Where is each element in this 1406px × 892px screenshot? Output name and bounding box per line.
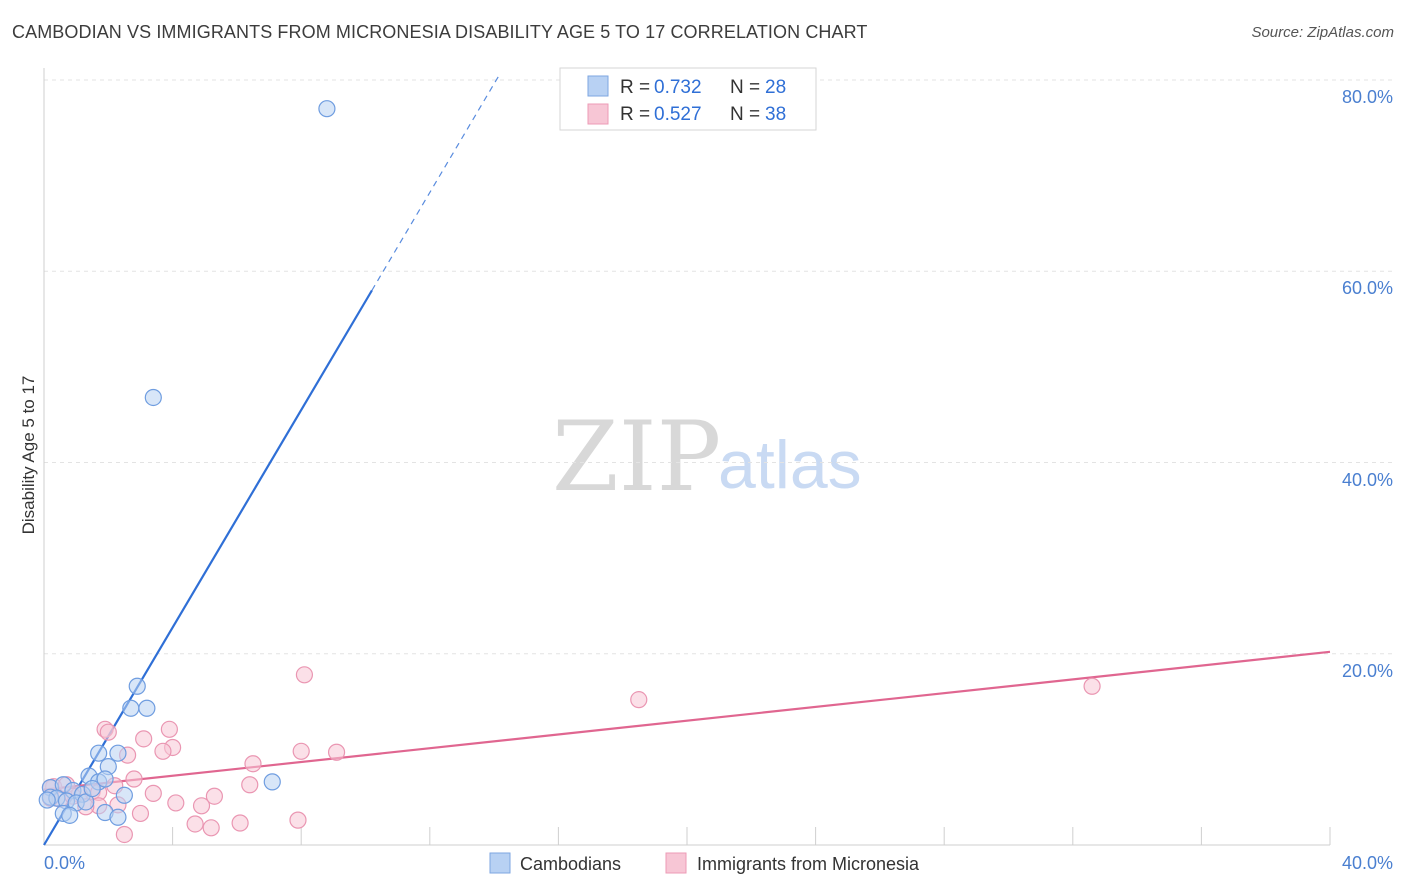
- point-cambodians-15: [115, 786, 133, 804]
- point-micronesia-4: [99, 723, 117, 741]
- point-cambodians-3: [122, 699, 140, 717]
- point-micronesia-2: [1083, 677, 1101, 695]
- point-micronesia-36: [115, 825, 133, 844]
- series-legend-label-micronesia: Immigrants from Micronesia: [697, 854, 920, 874]
- point-micronesia-22: [167, 794, 185, 812]
- point-cambodians-0: [318, 100, 336, 118]
- point-micronesia-35: [289, 811, 307, 829]
- point-micronesia-32: [186, 815, 204, 833]
- trend-line-cambodians: [43, 289, 373, 846]
- series-legend-swatch-micronesia: [665, 852, 687, 874]
- point-cambodians-27: [96, 770, 114, 788]
- series-legend: Cambodians Immigrants from Micronesia: [489, 852, 920, 874]
- point-micronesia-33: [231, 814, 249, 832]
- point-cambodians-5: [90, 744, 108, 762]
- point-micronesia-13: [125, 770, 143, 788]
- chart-source: Source: ZipAtlas.com: [1251, 24, 1394, 41]
- legend-swatch-micronesia: [587, 103, 609, 125]
- legend-r-label-2: R =: [620, 104, 650, 125]
- point-micronesia-23: [205, 787, 223, 805]
- point-cambodians-4: [138, 699, 156, 717]
- chart-title: CAMBODIAN VS IMMIGRANTS FROM MICRONESIA …: [12, 22, 868, 42]
- watermark-zip: ZIP: [552, 401, 721, 513]
- trend-line-cambodians-extension: [371, 72, 502, 291]
- point-cambodians-26: [109, 808, 127, 826]
- x-tick-label-min: 0.0%: [44, 853, 85, 873]
- point-cambodians-1: [144, 388, 162, 407]
- point-micronesia-21: [144, 784, 162, 802]
- legend-r-value-2: 0.527: [654, 104, 702, 125]
- point-micronesia-8: [154, 742, 172, 760]
- legend-n-value-1: 28: [765, 77, 786, 98]
- legend-n-value-2: 38: [765, 104, 786, 125]
- legend-swatch-cambodians: [587, 75, 609, 97]
- trend-line-micronesia: [43, 650, 1331, 791]
- series-legend-swatch-cambodians: [489, 852, 511, 874]
- point-micronesia-14: [241, 776, 259, 794]
- legend-n-label-2: N =: [730, 104, 760, 125]
- legend-n-label-1: N =: [730, 77, 760, 98]
- legend-r-label-1: R =: [620, 77, 650, 98]
- y-tick-label-40: 40.0%: [1342, 470, 1393, 490]
- x-tick-label-max: 40.0%: [1342, 853, 1393, 873]
- stats-legend: R = 0.732 N = 28 R = 0.527 N = 38: [559, 67, 817, 131]
- point-micronesia-34: [202, 819, 220, 837]
- point-micronesia-25: [192, 797, 211, 815]
- data-points: [38, 100, 1101, 844]
- point-cambodians-23: [83, 779, 101, 798]
- point-cambodians-10: [263, 773, 281, 791]
- point-cambodians-24: [61, 806, 79, 824]
- point-micronesia-9: [292, 742, 310, 760]
- point-micronesia-28: [131, 804, 150, 823]
- legend-r-value-1: 0.732: [654, 77, 702, 98]
- axes: [43, 68, 1331, 846]
- y-tick-label-60: 60.0%: [1342, 278, 1393, 298]
- point-cambodians-20: [38, 791, 56, 809]
- watermark-atlas: atlas: [718, 427, 862, 503]
- y-axis-label: Disability Age 5 to 17: [19, 376, 38, 535]
- y-tick-label-20: 20.0%: [1342, 661, 1393, 681]
- point-micronesia-0: [295, 666, 314, 684]
- point-micronesia-5: [160, 720, 178, 738]
- point-micronesia-10: [327, 743, 346, 761]
- grid-lines: [44, 79, 1392, 655]
- point-micronesia-6: [135, 730, 153, 748]
- series-legend-label-cambodians: Cambodians: [520, 854, 621, 874]
- point-micronesia-12: [244, 755, 262, 773]
- point-micronesia-1: [630, 691, 648, 709]
- y-tick-label-80: 80.0%: [1342, 87, 1393, 107]
- point-cambodians-6: [109, 744, 127, 762]
- point-cambodians-2: [128, 677, 146, 695]
